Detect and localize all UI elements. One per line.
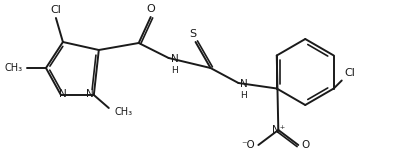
Text: N: N (86, 89, 94, 99)
Text: CH₃: CH₃ (115, 107, 133, 117)
Text: Cl: Cl (345, 67, 356, 78)
Text: H: H (171, 66, 178, 75)
Text: N: N (240, 79, 247, 89)
Text: ⁻O: ⁻O (242, 140, 255, 150)
Text: N⁺: N⁺ (272, 125, 285, 135)
Text: H: H (240, 91, 247, 100)
Text: N: N (59, 89, 67, 99)
Text: S: S (189, 29, 196, 39)
Text: CH₃: CH₃ (5, 63, 23, 73)
Text: O: O (301, 140, 310, 150)
Text: Cl: Cl (50, 5, 61, 15)
Text: N: N (171, 54, 178, 64)
Text: O: O (146, 4, 155, 14)
